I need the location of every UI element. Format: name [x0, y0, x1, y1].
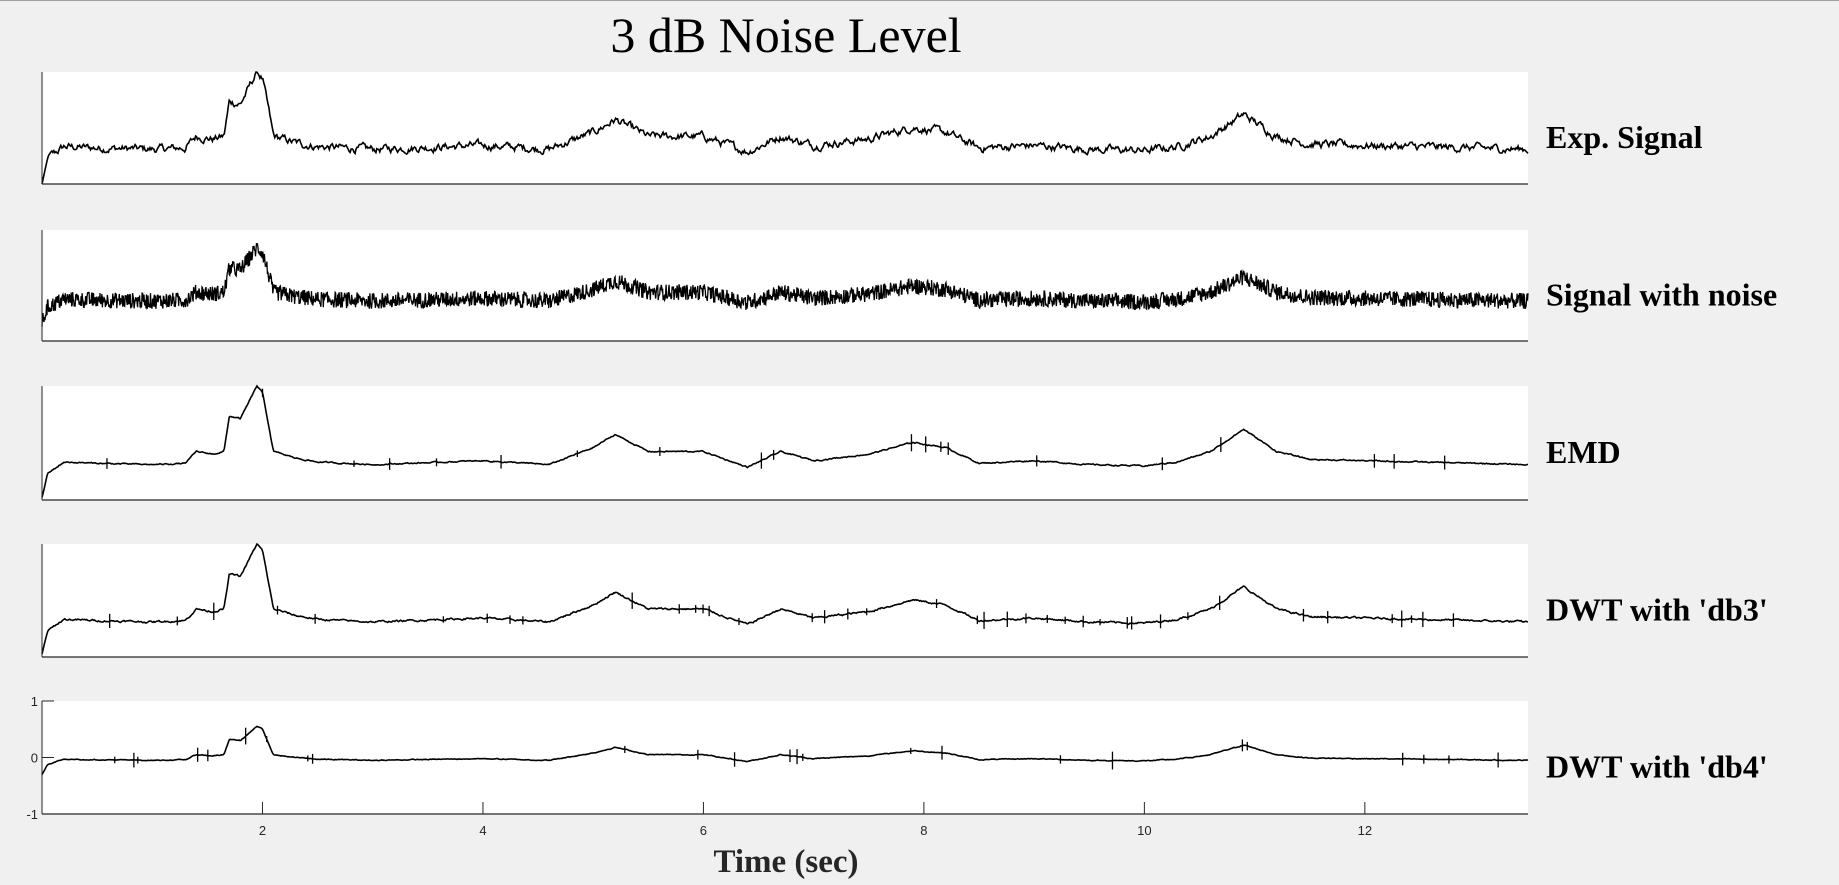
subplot-3: EMD [41, 384, 1621, 501]
subplot-1: Exp. Signal [41, 71, 1703, 185]
series-line-2 [41, 242, 1529, 327]
y-tick-label: 1 [31, 694, 38, 709]
x-tick-label: 2 [259, 823, 266, 838]
x-tick-label: 6 [700, 823, 707, 838]
x-tick-label: 8 [920, 823, 927, 838]
x-axis-label: Time (sec) [713, 844, 858, 880]
series-label: DWT with 'db3' [1546, 592, 1768, 628]
series-line-4 [41, 542, 1529, 655]
series-label: Signal with noise [1546, 277, 1777, 313]
x-tick-label: 12 [1358, 823, 1372, 838]
x-tick-label: 4 [479, 823, 486, 838]
y-tick-label: -1 [26, 807, 38, 822]
y-tick-label: 0 [31, 751, 38, 766]
plot-area [42, 386, 1528, 500]
plot-area [42, 72, 1528, 184]
series-line-5 [41, 725, 1529, 776]
series-line-3 [41, 384, 1529, 498]
subplot-4: DWT with 'db3' [41, 542, 1768, 658]
series-label: DWT with 'db4' [1546, 749, 1768, 785]
series-label: EMD [1546, 434, 1621, 470]
x-tick-label: 10 [1137, 823, 1151, 838]
chart-title: 3 dB Noise Level [610, 7, 961, 63]
subplot-2: Signal with noise [41, 230, 1777, 342]
series-label: Exp. Signal [1546, 119, 1703, 155]
plot-area [42, 544, 1528, 657]
series-line-1 [41, 71, 1529, 185]
window-border [0, 0, 1839, 1]
